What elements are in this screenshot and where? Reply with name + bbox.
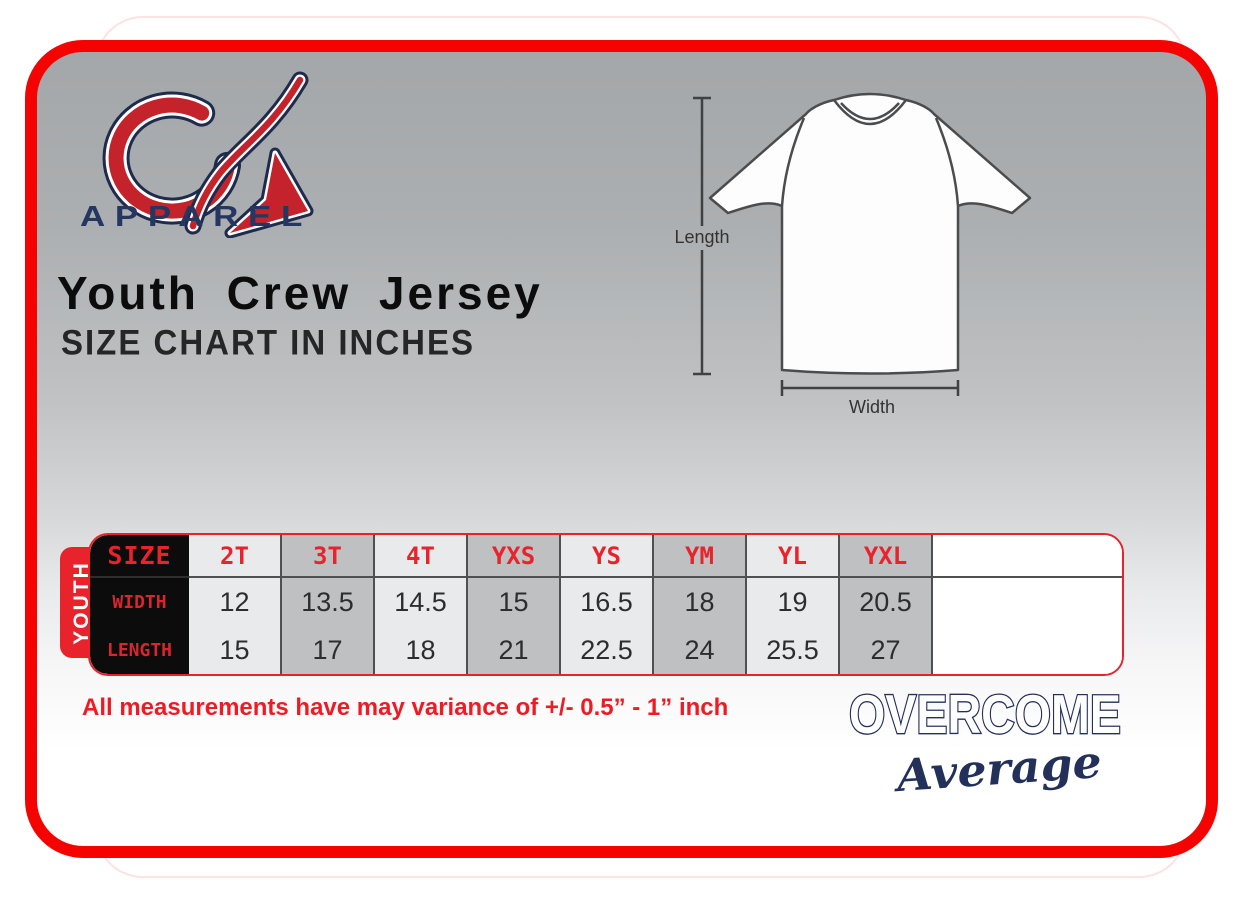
width-value: 16.5: [580, 586, 633, 617]
width-value: 18: [684, 586, 715, 617]
size-column-yl: YL 19 25.5: [747, 535, 840, 674]
size-name: 2T: [189, 535, 280, 578]
width-value: 20.5: [859, 586, 912, 617]
size-name: YXL: [840, 535, 931, 578]
tshirt-icon: [708, 92, 1032, 375]
size-column-4t: 4T 14.5 18: [375, 535, 468, 674]
average-script: Average: [891, 737, 1103, 802]
width-value: 12: [219, 586, 250, 617]
length-value: 24: [684, 634, 715, 665]
length-value: 25.5: [766, 634, 819, 665]
overcome-average-logo: OVERCOME Average: [848, 682, 1123, 803]
width-label: Width: [849, 397, 895, 417]
size-name: YS: [561, 535, 652, 578]
size-header-label: SIZE: [90, 535, 189, 578]
brand-logo: APPAREL: [80, 71, 314, 238]
width-value: 19: [777, 586, 808, 617]
page-subtitle: SIZE CHART IN INCHES: [61, 322, 476, 362]
length-row-label: LENGTH: [106, 639, 173, 661]
table-empty-area: [933, 535, 1122, 674]
oa-monogram-icon: [102, 71, 314, 238]
size-column-3t: 3T 13.5 17: [282, 535, 375, 674]
length-value: 22.5: [580, 634, 633, 665]
width-value: 13.5: [301, 586, 354, 617]
size-name: 4T: [375, 535, 466, 578]
tshirt-measurement-diagram: Length Width: [674, 92, 1032, 417]
length-value: 18: [405, 634, 436, 665]
length-value: 27: [870, 634, 901, 665]
size-name: YL: [747, 535, 838, 578]
size-column-2t: 2T 12 15: [189, 535, 282, 674]
size-column-yxl: YXL 20.5 27: [840, 535, 933, 674]
length-label: Length: [674, 227, 729, 247]
width-row-label: WIDTH: [112, 591, 167, 613]
page-title: Youth Crew Jersey: [57, 267, 543, 319]
size-column-ym: YM 18 24: [654, 535, 747, 674]
brand-wordmark: APPAREL: [80, 201, 312, 233]
measurement-disclaimer: All measurements have may variance of +/…: [82, 694, 729, 721]
size-column-yxs: YXS 15 21: [468, 535, 561, 674]
width-measure-line: [780, 380, 960, 396]
length-measure-line: [693, 96, 711, 376]
size-chart-table: SIZE WIDTH LENGTH 2T 12 15 3T 13.5 17 4T…: [88, 533, 1124, 676]
size-name: 3T: [282, 535, 373, 578]
table-label-column: SIZE WIDTH LENGTH: [90, 535, 189, 674]
overcome-wordmark: OVERCOME: [849, 684, 1121, 746]
length-value: 21: [498, 634, 529, 665]
width-value: 14.5: [394, 586, 447, 617]
width-value: 15: [498, 586, 529, 617]
length-value: 17: [312, 634, 343, 665]
size-name: YXS: [468, 535, 559, 578]
size-column-ys: YS 16.5 22.5: [561, 535, 654, 674]
size-name: YM: [654, 535, 745, 578]
length-value: 15: [219, 634, 250, 665]
